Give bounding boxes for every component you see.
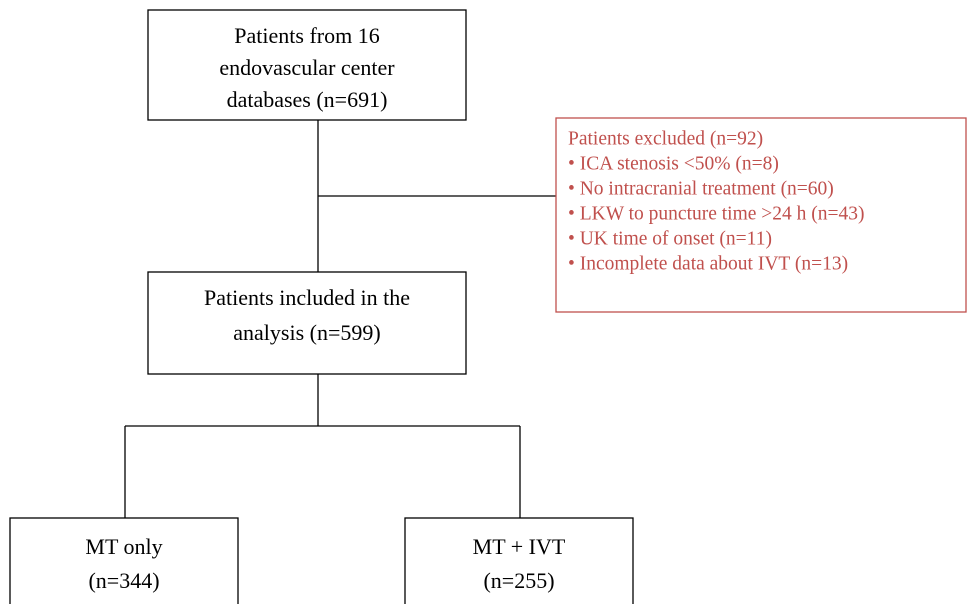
node-text: Patients from 16 [234,23,379,48]
exclusion-title: Patients excluded (n=92) [568,128,763,149]
node-text: MT + IVT [473,534,566,559]
node-box [9,517,239,604]
node-text: MT only [85,534,162,559]
exclusion-item: • ICA stenosis <50% (n=8) [568,153,779,174]
exclusion-item: • LKW to puncture time >24 h (n=43) [568,203,865,224]
exclusion-item: • UK time of onset (n=11) [568,228,772,249]
node-box [147,271,467,375]
node-text: (n=344) [88,568,159,593]
exclusion-item: • No intracranial treatment (n=60) [568,178,834,199]
node-box [147,9,467,121]
node-text: Patients included in the [204,285,410,310]
node-text: (n=255) [483,568,554,593]
exclusion-item: • Incomplete data about IVT (n=13) [568,253,848,274]
node-text: endovascular center [219,55,395,80]
node-text: databases (n=691) [227,87,388,112]
node-box [404,517,634,604]
exclusion-box [555,117,967,313]
node-text: analysis (n=599) [233,320,380,345]
